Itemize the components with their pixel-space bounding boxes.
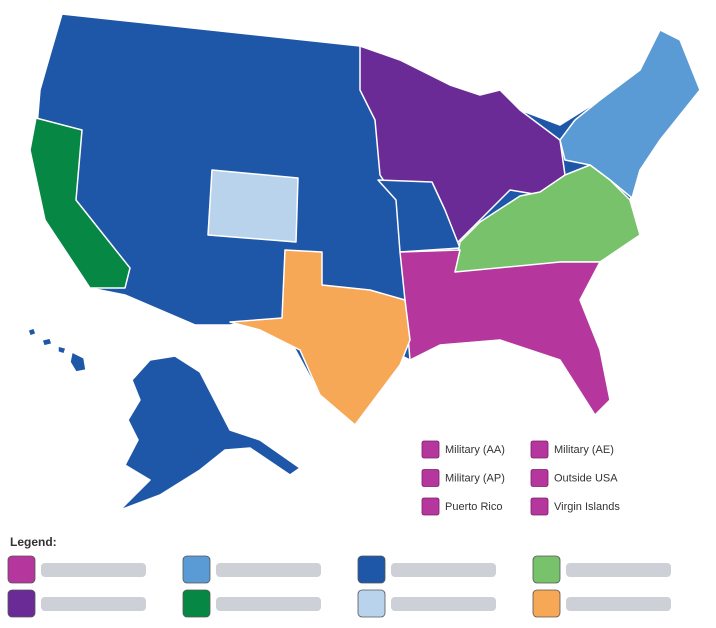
territory-swatch bbox=[421, 497, 440, 516]
territory-swatch bbox=[530, 440, 549, 459]
legend-swatch bbox=[7, 555, 36, 584]
territory-swatch bbox=[530, 497, 549, 516]
region-colorado bbox=[207, 169, 299, 243]
legend-label-blurred bbox=[41, 597, 146, 611]
legend: Legend: bbox=[7, 535, 671, 618]
legend-label-blurred bbox=[566, 597, 671, 611]
legend-swatch bbox=[182, 555, 211, 584]
region-hawaii bbox=[27, 327, 87, 373]
legend-swatch bbox=[357, 589, 386, 618]
territory-label: Virgin Islands bbox=[554, 501, 620, 513]
territory-label: Outside USA bbox=[554, 472, 618, 484]
region-south bbox=[399, 249, 611, 416]
territory-label: Puerto Rico bbox=[445, 501, 502, 513]
legend-title: Legend: bbox=[10, 535, 57, 549]
legend-swatch bbox=[357, 555, 386, 584]
legend-label-blurred bbox=[216, 563, 321, 577]
territory-swatch bbox=[421, 469, 440, 487]
legend-label-blurred bbox=[216, 597, 321, 611]
legend-swatch bbox=[532, 589, 561, 618]
legend-swatch bbox=[182, 589, 211, 618]
territory-swatch bbox=[421, 440, 440, 459]
territory-legend: Military (AA) Military (AE) Military (AP) O… bbox=[421, 440, 620, 516]
region-texas bbox=[229, 249, 411, 426]
us-map bbox=[27, 13, 701, 511]
legend-label-blurred bbox=[391, 597, 496, 611]
region-california bbox=[29, 117, 131, 289]
territory-swatch bbox=[530, 469, 549, 487]
region-alaska bbox=[119, 355, 301, 511]
legend-label-blurred bbox=[566, 563, 671, 577]
legend-label-blurred bbox=[41, 563, 146, 577]
legend-swatch bbox=[532, 555, 561, 584]
legend-label-blurred bbox=[391, 563, 496, 577]
territory-label: Military (AP) bbox=[445, 472, 505, 484]
territory-label: Military (AA) bbox=[445, 444, 505, 456]
territory-label: Military (AE) bbox=[554, 444, 614, 456]
legend-swatch bbox=[7, 589, 36, 618]
